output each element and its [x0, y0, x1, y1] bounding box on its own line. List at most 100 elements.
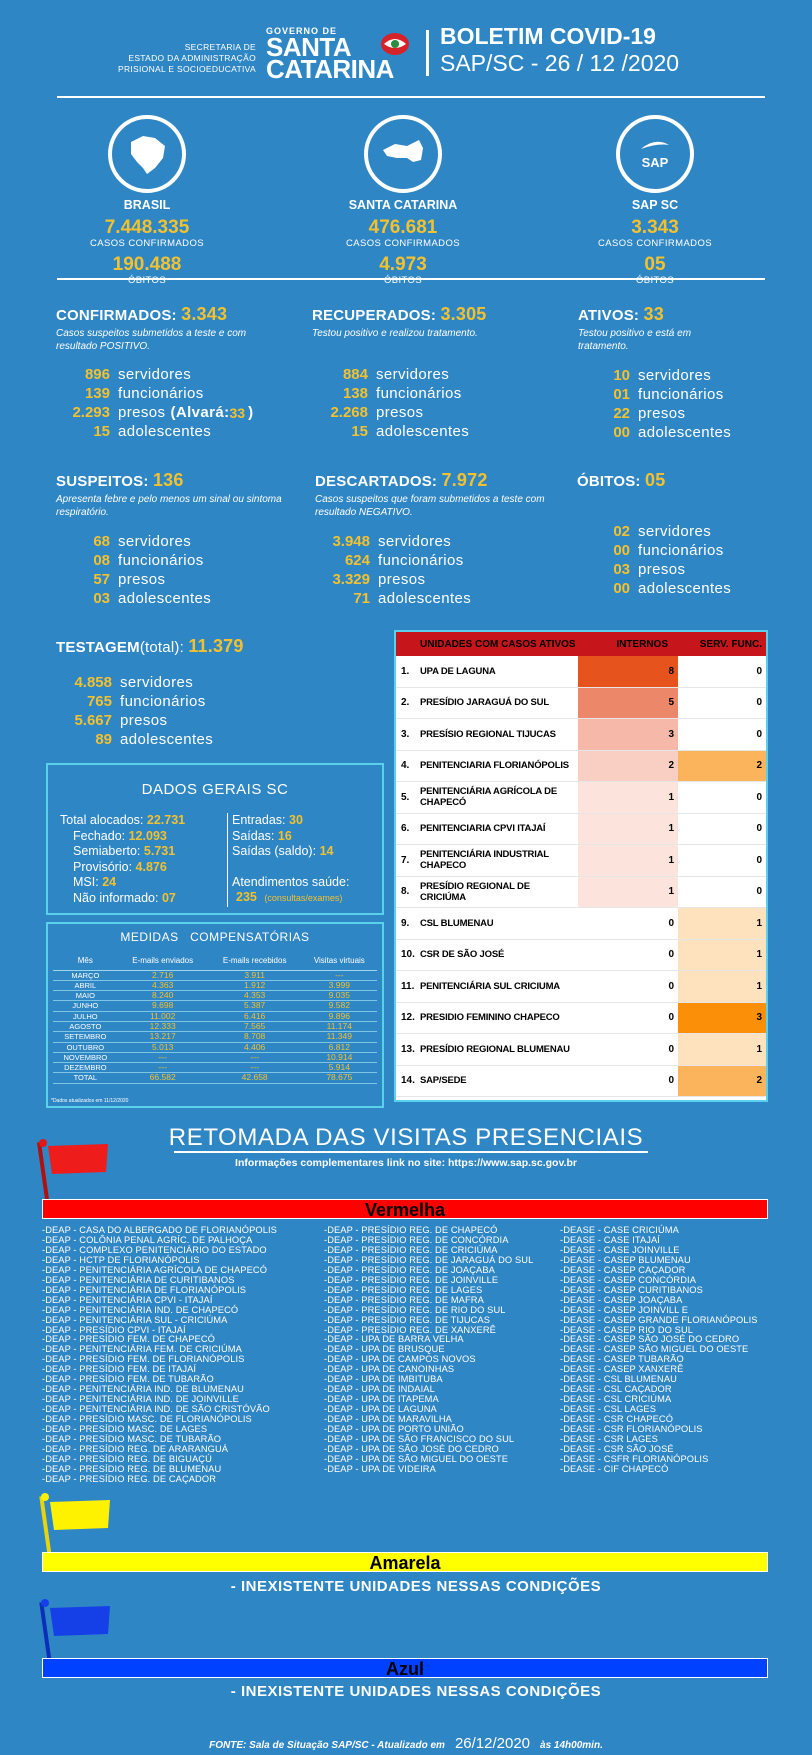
unit-list-item: -DEAP - PENITENCIÁRIA AGRÍCOLA DE CHAPEC…: [42, 1264, 268, 1275]
category: adolescentes: [120, 731, 214, 748]
descartados-label: DESCARTADOS:: [315, 473, 438, 490]
medidas-note: *Dados atualizados em 11/12/2020: [51, 1098, 129, 1104]
blue-flag-icon: [39, 1599, 110, 1670]
sap-logo-icon: SAP: [616, 115, 694, 193]
confirmados-label: CONFIRMADOS:: [56, 307, 177, 324]
ativos-label: ATIVOS:: [578, 307, 640, 324]
unit-list-item: -DEAP - UPA DE SÃO FRANCISCO DO SUL: [324, 1434, 515, 1445]
table-row: JUNHO 9.698 5.387 9.582: [53, 1001, 377, 1012]
column-header[interactable]: INTERNOS: [616, 638, 668, 650]
serv-func-value: 0: [678, 782, 766, 813]
table-row: JULHO 11.002 6.416 9.896: [53, 1011, 377, 1022]
row-index: 12.: [401, 1012, 415, 1024]
table-row: 3. PRESÍSIO REGIONAL TIJUCAS 3 0: [396, 719, 766, 751]
region-cases-label: CASOS CONFIRMADOS: [90, 238, 204, 249]
unit-list-item: -DEAP - PRESÍDIO FEM. DE ITAJAÍ: [42, 1364, 197, 1375]
unit-list-item: -DEAP - PENITENCIÁRIA DE CURITIBANOS: [42, 1274, 235, 1285]
unit-list-item: -DEAP - PRESÍDIO FEM. DE CHAPECÓ: [42, 1334, 215, 1345]
internos-value: 0: [578, 939, 678, 970]
unit-name: PRESÍDIO REGIONAL DE CRICIÚMA: [420, 880, 530, 903]
serv-func-value: 1: [678, 908, 766, 939]
region-deaths-label: ÓBITOS: [635, 275, 675, 286]
serv-func-value: 0: [678, 719, 766, 750]
unit-list-item: -DEAP - UPA DE MARAVILHA: [324, 1414, 452, 1425]
unit-name: PRESÍDIO JARAGUÁ DO SUL: [420, 697, 549, 709]
month-cell: MARÇO: [53, 970, 118, 981]
unit-list-item: -DEAP - PRESÍDIO REG. DE CAÇADOR: [42, 1473, 217, 1484]
table-row: MAIO 8.240 4.353 9.035: [53, 990, 377, 1002]
dados-gerais-separator: [227, 813, 228, 907]
count: 15: [351, 423, 368, 440]
obitos-value: 05: [645, 470, 666, 490]
unit-list-item: -DEAP - PENITENCIÁRIA CPVI - ITAJAÍ: [42, 1294, 213, 1305]
month-cell: MAIO: [53, 990, 118, 1002]
unit-list-item: -DEAP - UPA DE BRUSQUE: [324, 1344, 445, 1355]
internos-value: 1: [578, 845, 678, 876]
unit-list-item: -DEAP - PRESÍDIO FEM. DE FLORIANÓPOLIS: [42, 1354, 245, 1365]
unit-list-item: -DEAP - UPA DE SÃO JOSÉ DO CEDRO: [324, 1443, 499, 1454]
count: 68: [93, 533, 110, 550]
unit-name: SAP/SEDE: [420, 1075, 467, 1087]
unit-list-item: -DEASE - CSR CHAPECÓ: [560, 1414, 674, 1425]
row-index: 6.: [401, 823, 410, 835]
count: 00: [613, 580, 630, 597]
bulletin-title: BOLETIM COVID-19: [440, 23, 656, 49]
count: 00: [613, 542, 630, 559]
table-row: 9. CSL BLUMENAU 0 1: [396, 908, 766, 940]
row-index: 8.: [401, 886, 410, 898]
dados-gerais-panel: DADOS GERAIS SC Total alocados: 22.731 F…: [46, 763, 384, 915]
value-cell: 9.035: [301, 990, 377, 1002]
atendimentos-note: (consultas/exames): [264, 893, 343, 903]
unit-list-item: -DEAP - PRESÍDIO REG. DE BIGUAÇÚ: [42, 1453, 212, 1464]
unit-list-item: -DEASE - CASEP RIO DO SUL: [560, 1324, 694, 1335]
unit-list-item: -DEASE - CSL LAGES: [560, 1404, 657, 1415]
stat-label: Semiaberto:: [73, 844, 141, 858]
stat-value: 12.093: [128, 828, 167, 843]
unit-list-item: -DEAP - UPA DE INDAIAL: [324, 1384, 435, 1395]
count: 03: [93, 590, 110, 607]
table-row: OUTUBRO 5.013 4.406 6.812: [53, 1042, 377, 1053]
unit-list-item: -DEASE - CASE CRICIÚMA: [560, 1225, 679, 1235]
category: funcionários: [378, 552, 464, 569]
count: 22: [613, 405, 630, 422]
value-cell: 4.406: [207, 1042, 302, 1053]
dados-gerais-left: Total alocados: 22.731 Fechado: 12.093 S…: [60, 813, 185, 906]
divider: [57, 278, 765, 280]
value-cell: 3.911: [207, 970, 302, 981]
unit-list-item: -DEAP - UPA DE BARRA VELHA: [324, 1334, 464, 1345]
unit-list-item: -DEAP - HCTP DE FLORIANÓPOLIS: [42, 1254, 200, 1265]
value-cell: ---: [117, 1062, 208, 1074]
serv-func-value: 0: [678, 656, 766, 687]
table-row: TOTAL 66.582 42.658 78.675: [53, 1073, 377, 1084]
unit-list-item: -DEASE - CSR LAGES: [560, 1434, 658, 1445]
testagem-label: TESTAGEM: [56, 639, 140, 656]
count: 89: [95, 731, 112, 748]
unit-list-item: -DEASE - CIF CHAPECÓ: [560, 1463, 669, 1474]
count: 71: [353, 590, 370, 607]
fonte-date: 26/12/2020: [454, 1735, 531, 1752]
value-cell: ---: [301, 970, 377, 981]
retomada-title: RETOMADA DAS VISITAS PRESENCIAIS: [168, 1124, 644, 1151]
title-underline: [174, 1151, 648, 1153]
value-cell: 7.565: [207, 1021, 302, 1033]
suspeitos-rows: 68 servidores 08 funcionários 57 presos 03 a…: [56, 532, 211, 608]
count: 3.948: [332, 533, 370, 550]
column-header: Visitas virtuais: [301, 952, 377, 971]
unit-list-item: -DEASE - CSR SÃO JOSÉ: [560, 1443, 674, 1454]
row-index: 5.: [401, 791, 410, 803]
internos-value: 1: [578, 813, 678, 844]
count: 15: [93, 423, 110, 440]
unit-list-item: -DEASE - CSFR FLORIANÓPOLIS: [560, 1453, 709, 1464]
testagem-value: 11.379: [188, 636, 244, 656]
unit-list-item: -DEASE - CSL CAÇADOR: [560, 1384, 672, 1395]
table-row: NOVEMBRO --- --- 10.914: [53, 1052, 377, 1064]
unit-list-item: -DEAP - PENITENCIÁRIA IND. DE BLUMENAU: [42, 1384, 244, 1395]
medidas-compensatorias-panel: MEDIDAS COMPENSATÓRIAS Mês E-mails envia…: [46, 922, 384, 1108]
stat-label: Saídas:: [232, 828, 275, 843]
unit-list-item: -DEAP - UPA DE IMBITUBA: [324, 1374, 443, 1385]
atendimentos-label: Atendimentos saúde:: [232, 874, 350, 889]
fonte-time: às 14h00min.: [540, 1740, 603, 1751]
recuperados-rows: 884 servidores 138 funcionários 2.268 preso…: [312, 365, 469, 441]
suspeitos-value: 136: [152, 470, 184, 490]
unit-list-item: -DEASE - CASE JOINVILLE: [560, 1244, 680, 1255]
